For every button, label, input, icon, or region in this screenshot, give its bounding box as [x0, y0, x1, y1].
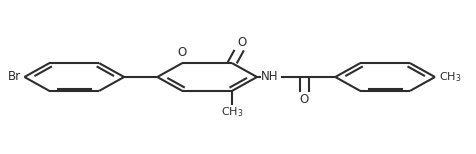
Text: Br: Br — [8, 71, 20, 83]
Text: CH$_3$: CH$_3$ — [221, 105, 243, 119]
Text: CH$_3$: CH$_3$ — [439, 70, 461, 84]
Text: O: O — [300, 93, 309, 106]
Text: NH: NH — [261, 70, 278, 83]
Text: O: O — [178, 46, 187, 59]
Text: O: O — [237, 36, 246, 49]
